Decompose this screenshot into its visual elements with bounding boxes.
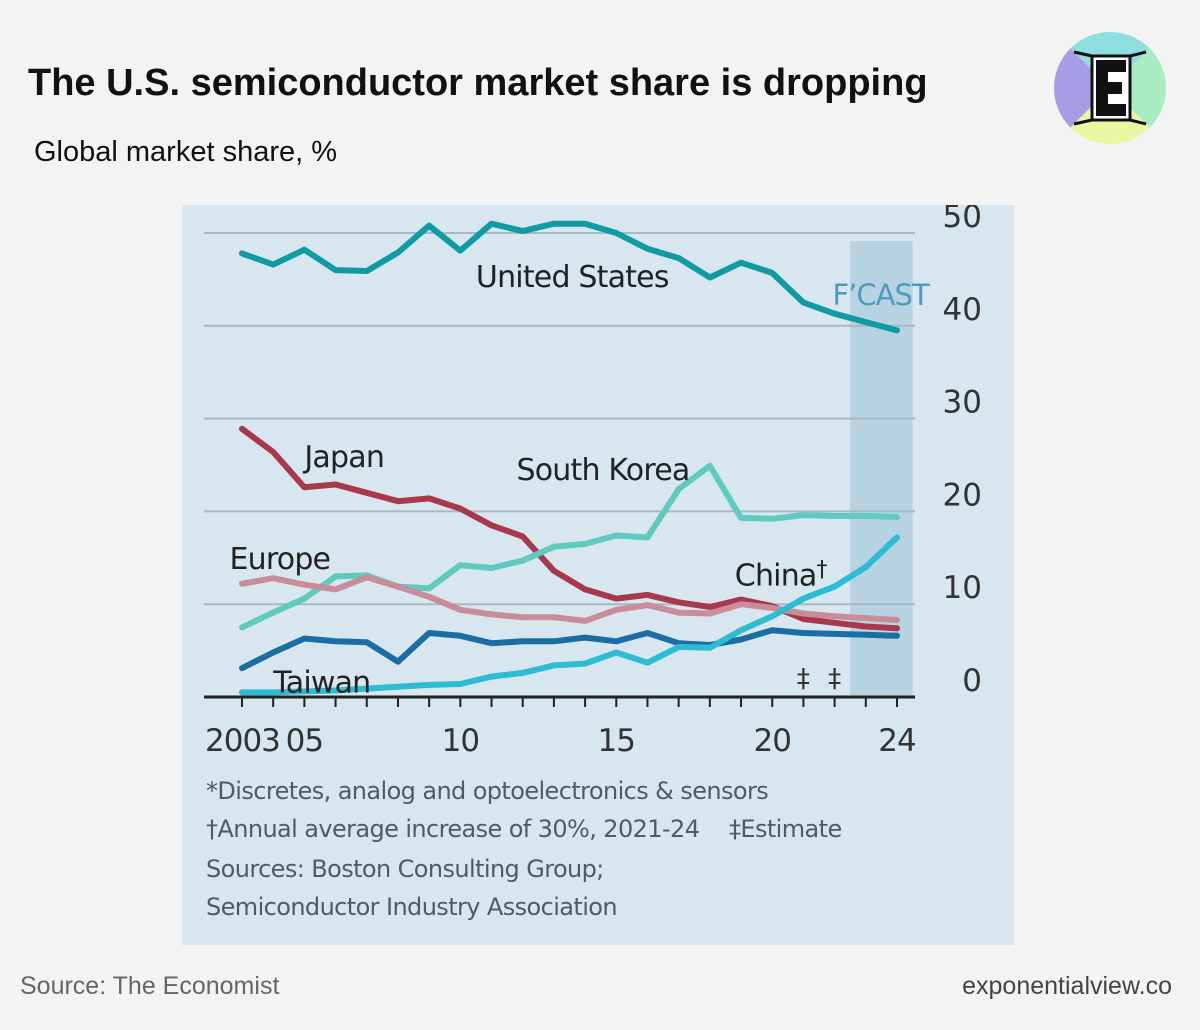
footer-source: Source: The Economist: [20, 972, 280, 1000]
y-tick-label: 0: [962, 663, 982, 699]
exponential-view-e-logo-icon: E: [1054, 32, 1166, 144]
sources-line-1: Sources: Boston Consulting Group;: [206, 855, 604, 883]
x-tick-label: 10: [442, 723, 479, 759]
forecast-label: F’CAST: [832, 278, 929, 312]
x-tick-label: 24: [878, 723, 915, 759]
x-tick-label: 2003: [205, 723, 280, 759]
series-label-2: South Korea: [516, 453, 689, 488]
y-tick-label: 30: [943, 385, 982, 421]
chart-panel: F’CAST 50 40 30 20 10 0 2003 05 10 15 20 24 ‡ ‡ United …: [182, 205, 1014, 945]
series-label-0: United States: [476, 260, 669, 295]
series-line-2: [239, 462, 900, 631]
y-tick-label: 40: [943, 292, 982, 328]
series-line-0: [239, 220, 900, 334]
y-tick-label: 50: [943, 205, 982, 235]
estimate-marker: ‡: [828, 664, 841, 694]
y-tick-label: 10: [943, 570, 982, 606]
series-line-4: [239, 627, 900, 672]
footnote-estimate: ‡Estimate: [729, 815, 842, 843]
series-label-4: Taiwan: [272, 665, 370, 700]
chart-subtitle: Global market share, %: [34, 136, 338, 168]
x-tick-label: 05: [286, 723, 323, 759]
x-tick-label: 20: [754, 723, 791, 759]
footnote-categories: *Discretes, analog and optoelectronics &…: [206, 777, 769, 805]
footer-site-link[interactable]: exponentialview.co: [962, 972, 1172, 1000]
series-label-5: China†: [735, 558, 828, 594]
line-chart: F’CAST 50 40 30 20 10 0 2003 05 10 15 20 24 ‡ ‡ United …: [204, 205, 982, 759]
footnote-china-growth: †Annual average increase of 30%, 2021-24: [206, 815, 700, 843]
x-tick-label: 15: [598, 723, 635, 759]
series-label-1: Japan: [302, 440, 384, 475]
series-label-3: Europe: [230, 542, 331, 577]
series-line-5: [239, 534, 900, 696]
page-title: The U.S. semiconductor market share is d…: [28, 62, 928, 104]
estimate-marker: ‡: [797, 664, 810, 694]
y-tick-label: 20: [943, 477, 982, 513]
sources-line-2: Semiconductor Industry Association: [206, 893, 618, 921]
